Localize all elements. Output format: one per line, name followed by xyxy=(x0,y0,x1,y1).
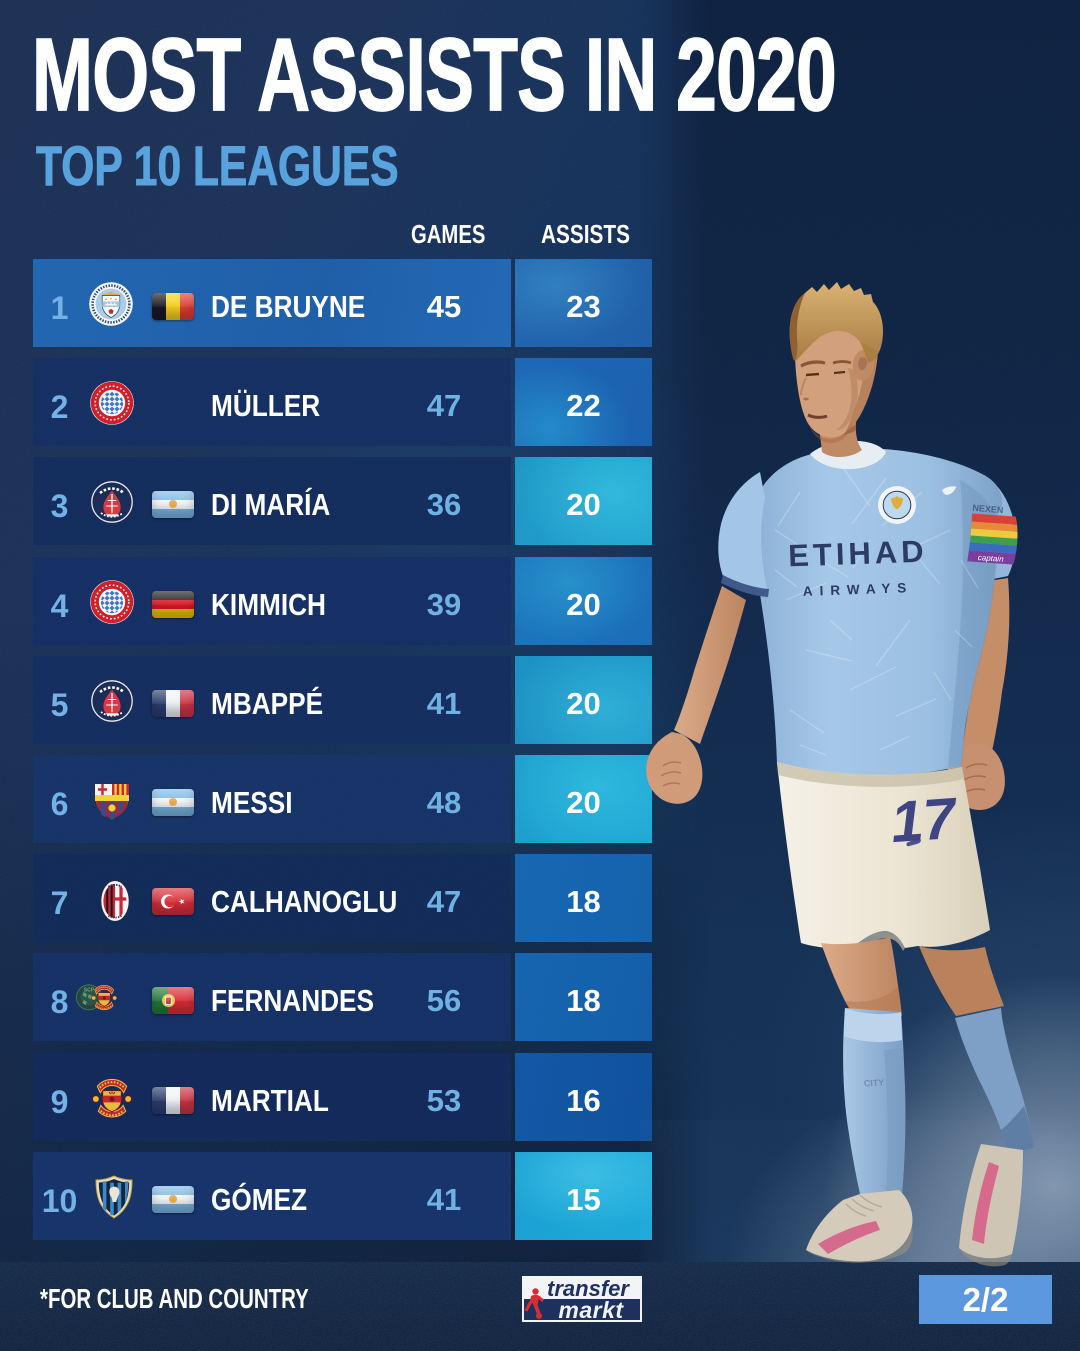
svg-text:AIRWAYS: AIRWAYS xyxy=(803,580,914,599)
svg-text:17: 17 xyxy=(889,786,961,856)
svg-text:NEXEN: NEXEN xyxy=(972,503,1004,516)
svg-text:CITY: CITY xyxy=(864,1077,885,1088)
svg-text:ETIHAD: ETIHAD xyxy=(788,534,929,574)
svg-text:captain: captain xyxy=(978,553,1005,564)
svg-text:SCP: SCP xyxy=(84,988,95,994)
